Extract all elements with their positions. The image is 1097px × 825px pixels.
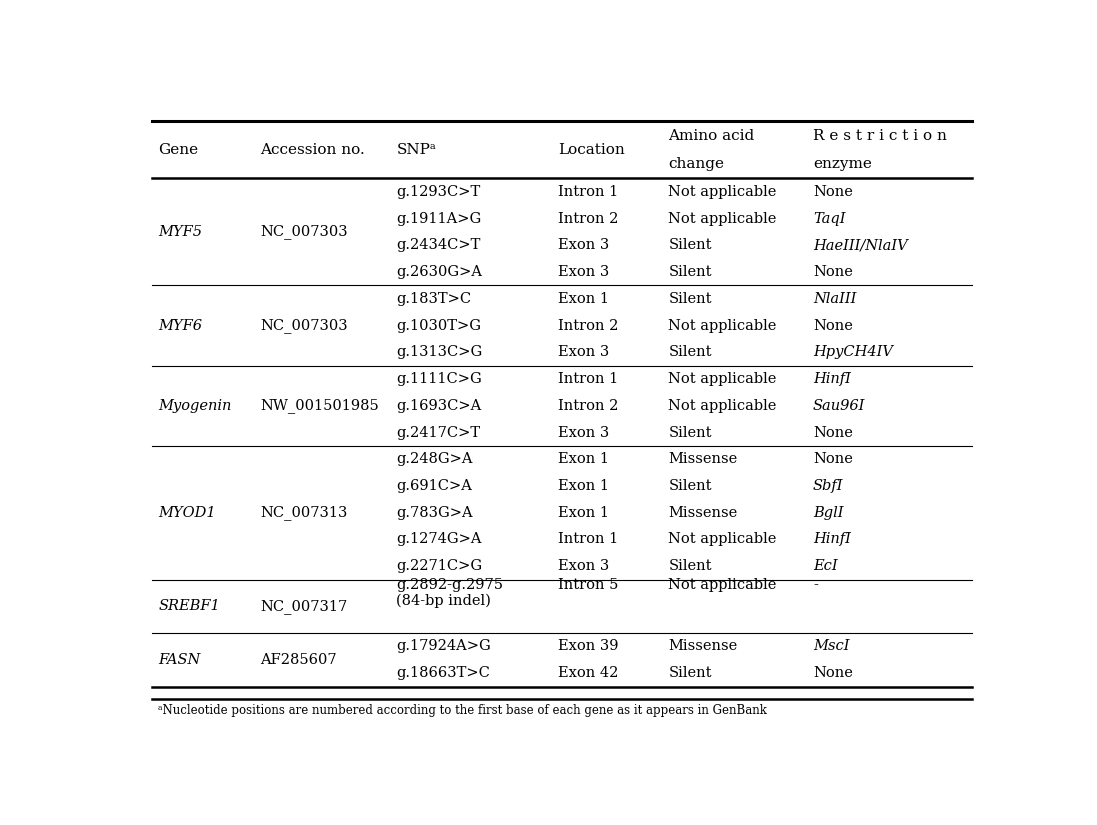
Text: FASN: FASN (158, 653, 201, 667)
Text: MYF6: MYF6 (158, 318, 202, 332)
Text: Exon 3: Exon 3 (558, 426, 609, 440)
Text: enzyme: enzyme (813, 157, 872, 171)
Text: HinfI: HinfI (813, 532, 851, 546)
Text: Accession no.: Accession no. (260, 143, 365, 157)
Text: None: None (813, 452, 852, 466)
Text: Not applicable: Not applicable (668, 318, 777, 332)
Text: g.1030T>G: g.1030T>G (396, 318, 482, 332)
Text: None: None (813, 667, 852, 681)
Text: g.17924A>G: g.17924A>G (396, 639, 491, 653)
Text: g.1693C>A: g.1693C>A (396, 398, 482, 412)
Text: Exon 3: Exon 3 (558, 346, 609, 359)
Text: Silent: Silent (668, 479, 712, 493)
Text: HinfI: HinfI (813, 372, 851, 386)
Text: Exon 3: Exon 3 (558, 265, 609, 279)
Text: Exon 3: Exon 3 (558, 238, 609, 252)
Text: Location: Location (558, 143, 624, 157)
Text: Missense: Missense (668, 639, 738, 653)
Text: NC_007317: NC_007317 (260, 599, 348, 614)
Text: NlaIII: NlaIII (813, 292, 857, 306)
Text: g.183T>C: g.183T>C (396, 292, 472, 306)
Text: Intron 1: Intron 1 (558, 532, 619, 546)
Text: R e s t r i c t i o n: R e s t r i c t i o n (813, 129, 947, 143)
Text: Gene: Gene (158, 143, 199, 157)
Text: None: None (813, 265, 852, 279)
Text: MYF5: MYF5 (158, 225, 202, 239)
Text: g.2892-g.2975: g.2892-g.2975 (396, 578, 504, 592)
Text: Silent: Silent (668, 265, 712, 279)
Text: g.783G>A: g.783G>A (396, 506, 473, 520)
Text: NW_001501985: NW_001501985 (260, 398, 380, 413)
Text: g.1111C>G: g.1111C>G (396, 372, 483, 386)
Text: (84-bp indel): (84-bp indel) (396, 594, 491, 608)
Text: Silent: Silent (668, 346, 712, 359)
Text: Sau96I: Sau96I (813, 398, 866, 412)
Text: g.18663T>C: g.18663T>C (396, 667, 490, 681)
Text: HpyCH4IV: HpyCH4IV (813, 346, 893, 359)
Text: Exon 1: Exon 1 (558, 506, 609, 520)
Text: Intron 1: Intron 1 (558, 185, 619, 199)
Text: None: None (813, 318, 852, 332)
Text: Silent: Silent (668, 426, 712, 440)
Text: g.1274G>A: g.1274G>A (396, 532, 482, 546)
Text: g.1293C>T: g.1293C>T (396, 185, 480, 199)
Text: Not applicable: Not applicable (668, 211, 777, 225)
Text: None: None (813, 426, 852, 440)
Text: Missense: Missense (668, 506, 738, 520)
Text: Exon 42: Exon 42 (558, 667, 619, 681)
Text: EcI: EcI (813, 559, 838, 573)
Text: Silent: Silent (668, 559, 712, 573)
Text: change: change (668, 157, 724, 171)
Text: g.248G>A: g.248G>A (396, 452, 473, 466)
Text: NC_007303: NC_007303 (260, 224, 348, 239)
Text: Not applicable: Not applicable (668, 578, 777, 592)
Text: SNPᵃ: SNPᵃ (396, 143, 437, 157)
Text: Not applicable: Not applicable (668, 532, 777, 546)
Text: Myogenin: Myogenin (158, 398, 231, 412)
Text: TaqI: TaqI (813, 211, 846, 225)
Text: Silent: Silent (668, 238, 712, 252)
Text: Not applicable: Not applicable (668, 398, 777, 412)
Text: MYOD1: MYOD1 (158, 506, 216, 520)
Text: Exon 1: Exon 1 (558, 452, 609, 466)
Text: Silent: Silent (668, 667, 712, 681)
Text: MscI: MscI (813, 639, 849, 653)
Text: SREBF1: SREBF1 (158, 600, 220, 613)
Text: BglI: BglI (813, 506, 844, 520)
Text: Silent: Silent (668, 292, 712, 306)
Text: None: None (813, 185, 852, 199)
Text: Exon 1: Exon 1 (558, 292, 609, 306)
Text: Intron 2: Intron 2 (558, 211, 619, 225)
Text: Intron 5: Intron 5 (558, 578, 619, 592)
Text: NC_007313: NC_007313 (260, 505, 348, 521)
Text: Exon 3: Exon 3 (558, 559, 609, 573)
Text: g.1911A>G: g.1911A>G (396, 211, 482, 225)
Text: Not applicable: Not applicable (668, 185, 777, 199)
Text: Exon 39: Exon 39 (558, 639, 619, 653)
Text: -: - (813, 578, 818, 592)
Text: g.2271C>G: g.2271C>G (396, 559, 483, 573)
Text: Intron 1: Intron 1 (558, 372, 619, 386)
Text: Intron 2: Intron 2 (558, 318, 619, 332)
Text: g.1313C>G: g.1313C>G (396, 346, 483, 359)
Text: Amino acid: Amino acid (668, 129, 755, 143)
Text: NC_007303: NC_007303 (260, 318, 348, 333)
Text: Missense: Missense (668, 452, 738, 466)
Text: Exon 1: Exon 1 (558, 479, 609, 493)
Text: HaeIII/NlaIV: HaeIII/NlaIV (813, 238, 907, 252)
Text: g.2630G>A: g.2630G>A (396, 265, 483, 279)
Text: g.2434C>T: g.2434C>T (396, 238, 480, 252)
Text: ᵃNucleotide positions are numbered according to the first base of each gene as i: ᵃNucleotide positions are numbered accor… (158, 704, 767, 717)
Text: g.691C>A: g.691C>A (396, 479, 473, 493)
Text: Intron 2: Intron 2 (558, 398, 619, 412)
Text: Not applicable: Not applicable (668, 372, 777, 386)
Text: SbfI: SbfI (813, 479, 844, 493)
Text: g.2417C>T: g.2417C>T (396, 426, 480, 440)
Text: AF285607: AF285607 (260, 653, 337, 667)
